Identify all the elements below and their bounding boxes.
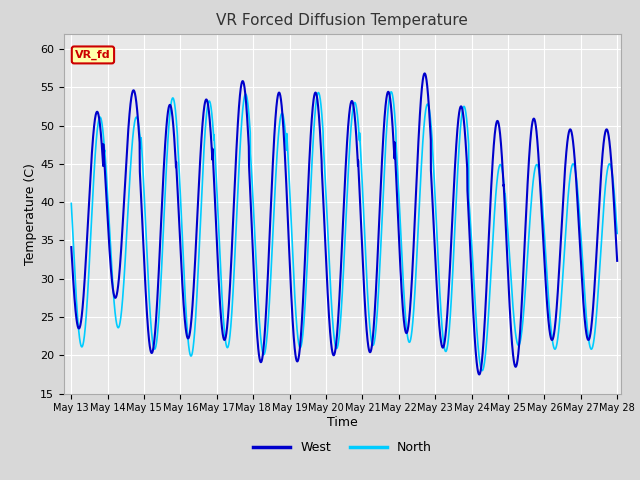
Title: VR Forced Diffusion Temperature: VR Forced Diffusion Temperature: [216, 13, 468, 28]
Text: VR_fd: VR_fd: [75, 50, 111, 60]
Legend: West, North: West, North: [248, 436, 437, 459]
Y-axis label: Temperature (C): Temperature (C): [24, 163, 37, 264]
X-axis label: Time: Time: [327, 416, 358, 429]
